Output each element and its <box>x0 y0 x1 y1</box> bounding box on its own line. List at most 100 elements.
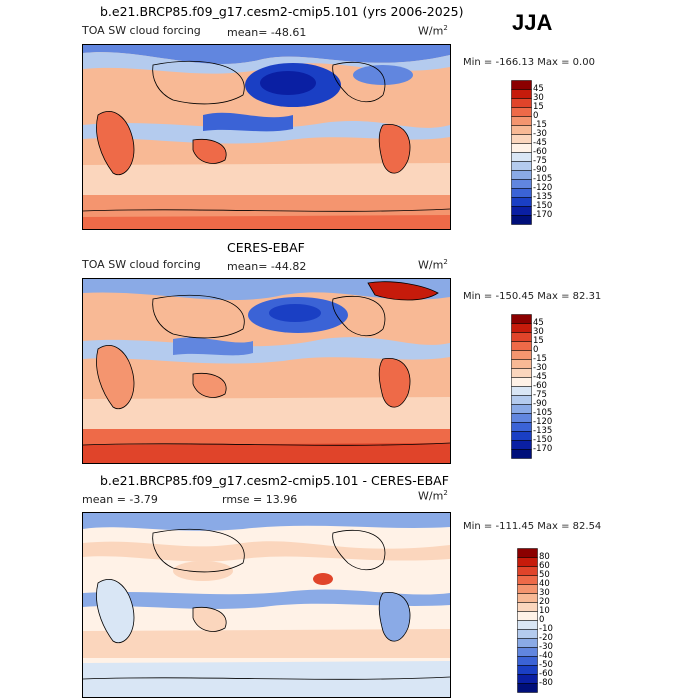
colorbar-swatch <box>511 206 532 216</box>
colorbar-swatch <box>517 638 538 648</box>
panel-1-title: b.e21.BRCP85.f09_g17.cesm2-cmip5.101 (yr… <box>100 4 464 19</box>
colorbar-level-label: 45 <box>533 318 544 328</box>
colorbar-swatches <box>511 80 532 225</box>
panel-2-field: TOA SW cloud forcing <box>82 258 201 271</box>
panel-2-units: W/m2 <box>418 258 448 272</box>
colorbar-swatch <box>511 431 532 441</box>
colorbar-level-label: 0 <box>533 345 539 355</box>
colorbar-level-label: -75 <box>533 390 547 400</box>
colorbar-swatch <box>517 674 538 684</box>
panel-3-units: W/m2 <box>418 489 448 503</box>
colorbar-swatch <box>511 179 532 189</box>
colorbar-swatch <box>511 395 532 405</box>
colorbar-swatch <box>511 404 532 414</box>
panel-3-minmax: Min = -111.45 Max = 82.54 <box>463 521 602 532</box>
colorbar-swatch <box>511 449 532 459</box>
colorbar-level-label: -80 <box>539 678 553 688</box>
colorbar-swatch <box>511 116 532 126</box>
colorbar-level-label: -10 <box>539 624 553 634</box>
season-label: JJA <box>512 10 553 35</box>
colorbar-level-label: 60 <box>539 561 550 571</box>
colorbar-level-label: -50 <box>539 660 553 670</box>
colorbar-swatch <box>511 341 532 351</box>
colorbar-level-label: 0 <box>533 111 539 121</box>
colorbar-level-label: 15 <box>533 336 544 346</box>
panel-3-title: b.e21.BRCP85.f09_g17.cesm2-cmip5.101 - C… <box>100 473 449 488</box>
colorbar-swatch <box>511 188 532 198</box>
colorbar-swatches <box>517 548 538 693</box>
colorbar-swatch <box>517 584 538 594</box>
colorbar-level-label: -170 <box>533 444 553 454</box>
colorbar-level-label: -30 <box>533 363 547 373</box>
panel-3-rmse: rmse = 13.96 <box>222 493 298 506</box>
colorbar-level-label: -90 <box>533 399 547 409</box>
panel-2-minmax: Min = -150.45 Max = 82.31 <box>463 291 602 302</box>
colorbar-swatch <box>517 548 538 558</box>
colorbar-swatch <box>511 359 532 369</box>
colorbar-swatch <box>511 161 532 171</box>
colorbar-swatch <box>517 566 538 576</box>
colorbar-swatch <box>517 656 538 666</box>
colorbar-swatch <box>517 557 538 567</box>
colorbar-level-label: -105 <box>533 174 553 184</box>
colorbar-swatch <box>517 575 538 585</box>
colorbar-level-label: -120 <box>533 417 553 427</box>
colorbar-swatch <box>511 98 532 108</box>
colorbar-level-label: 0 <box>539 615 545 625</box>
colorbar-level-label: 40 <box>539 579 550 589</box>
panel-3-mean: mean = -3.79 <box>82 493 158 506</box>
colorbar-level-label: -60 <box>539 669 553 679</box>
colorbar-level-label: 15 <box>533 102 544 112</box>
colorbar-level-label: -45 <box>533 138 547 148</box>
colorbar-swatch <box>511 197 532 207</box>
colorbar-level-label: -120 <box>533 183 553 193</box>
colorbar-swatch <box>511 143 532 153</box>
colorbar-level-label: -30 <box>533 129 547 139</box>
colorbar-swatch <box>511 152 532 162</box>
colorbar-level-label: 50 <box>539 570 550 580</box>
panel-3-colorbar: 80 60 50 40 30 20 10 0 -10 -20 -30 -40 -50 -60 -80 <box>517 548 607 693</box>
colorbar-swatch <box>517 620 538 630</box>
panel-2-mean: mean= -44.82 <box>227 260 307 273</box>
panel-2-title: CERES-EBAF <box>227 240 305 255</box>
colorbar-swatch <box>511 215 532 225</box>
colorbar-level-label: -105 <box>533 408 553 418</box>
colorbar-swatch <box>511 89 532 99</box>
colorbar-level-label: -30 <box>539 642 553 652</box>
colorbar-level-label: 80 <box>539 552 550 562</box>
colorbar-level-label: 30 <box>533 327 544 337</box>
colorbar-level-label: 20 <box>539 597 550 607</box>
colorbar-level-label: -150 <box>533 435 553 445</box>
colorbar-swatch <box>511 386 532 396</box>
colorbar-swatch <box>517 683 538 693</box>
colorbar-swatch <box>511 440 532 450</box>
colorbar-level-label: -20 <box>539 633 553 643</box>
colorbar-swatch <box>511 368 532 378</box>
colorbar-swatch <box>517 665 538 675</box>
colorbar-level-label: -45 <box>533 372 547 382</box>
colorbar-swatch <box>511 170 532 180</box>
colorbar-swatch <box>517 611 538 621</box>
panel-1-colorbar: 45 30 15 0 -15 -30 -45 -60 -75 -90 -105 -120 -135 -15… <box>511 80 601 225</box>
colorbar-level-label: -135 <box>533 192 553 202</box>
colorbar-swatch <box>511 350 532 360</box>
colorbar-level-label: 30 <box>533 93 544 103</box>
colorbar-level-label: -15 <box>533 120 547 130</box>
colorbar-swatch <box>511 413 532 423</box>
colorbar-swatch <box>511 422 532 432</box>
panel-2-colorbar: 45 30 15 0 -15 -30 -45 -60 -75 -90 -105 -120 -135 -15… <box>511 314 601 459</box>
colorbar-level-label: -75 <box>533 156 547 166</box>
colorbar-level-label: -135 <box>533 426 553 436</box>
colorbar-level-label: -60 <box>533 147 547 157</box>
colorbar-swatch <box>517 593 538 603</box>
colorbar-swatch <box>511 125 532 135</box>
colorbar-swatch <box>511 332 532 342</box>
colorbar-level-label: -150 <box>533 201 553 211</box>
panel-1-map <box>82 44 451 230</box>
colorbar-swatch <box>517 629 538 639</box>
panel-1-minmax: Min = -166.13 Max = 0.00 <box>463 57 595 68</box>
colorbar-swatch <box>511 323 532 333</box>
colorbar-level-label: 45 <box>533 84 544 94</box>
colorbar-swatch <box>511 314 532 324</box>
colorbar-swatch <box>517 647 538 657</box>
